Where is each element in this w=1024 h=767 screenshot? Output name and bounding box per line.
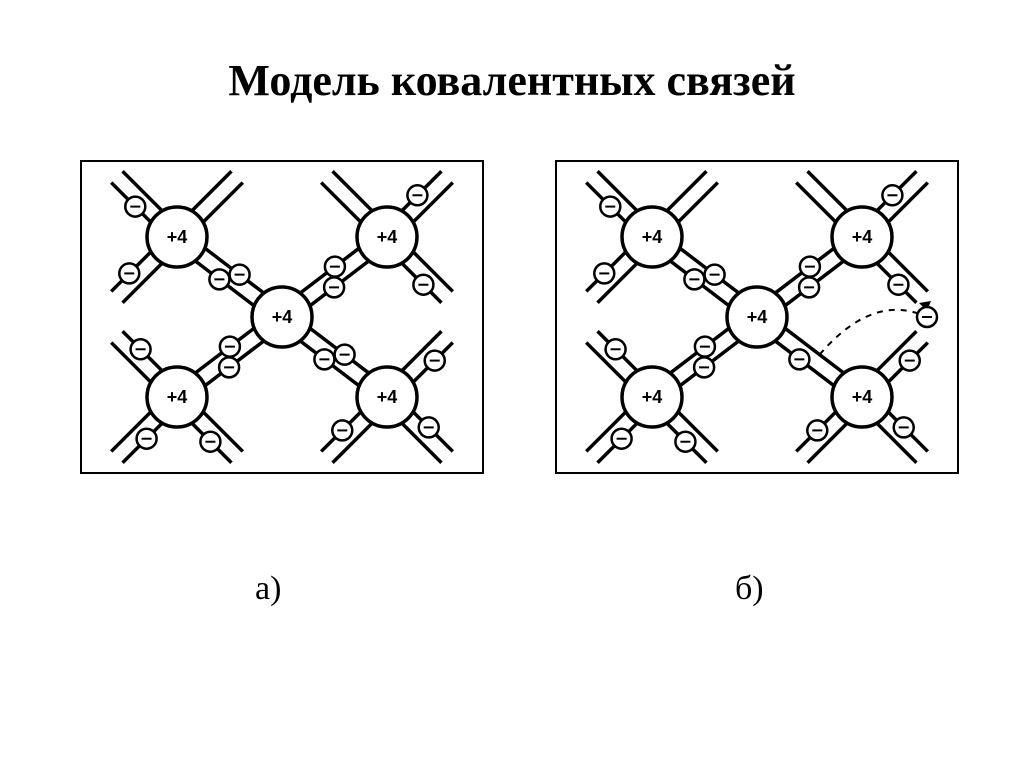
caption-b: б) <box>735 570 764 608</box>
svg-text:+4: +4 <box>167 387 188 407</box>
page-title: Модель ковалентных связей <box>0 55 1024 106</box>
diagram-svg-a: +4 +4 +4 +4 +4 <box>82 162 482 472</box>
caption-a: а) <box>255 570 281 608</box>
svg-text:+4: +4 <box>642 227 663 247</box>
svg-text:+4: +4 <box>377 227 398 247</box>
diagram-panel-b: +4 +4 +4 +4 +4 <box>555 160 959 474</box>
svg-text:+4: +4 <box>377 387 398 407</box>
svg-text:+4: +4 <box>167 227 188 247</box>
svg-text:+4: +4 <box>747 307 768 327</box>
svg-text:+4: +4 <box>272 307 293 327</box>
svg-text:+4: +4 <box>642 387 663 407</box>
svg-text:+4: +4 <box>852 227 873 247</box>
svg-text:+4: +4 <box>852 387 873 407</box>
diagram-panel-a: +4 +4 +4 +4 +4 <box>80 160 484 474</box>
diagram-svg-b: +4 +4 +4 +4 +4 <box>557 162 957 472</box>
